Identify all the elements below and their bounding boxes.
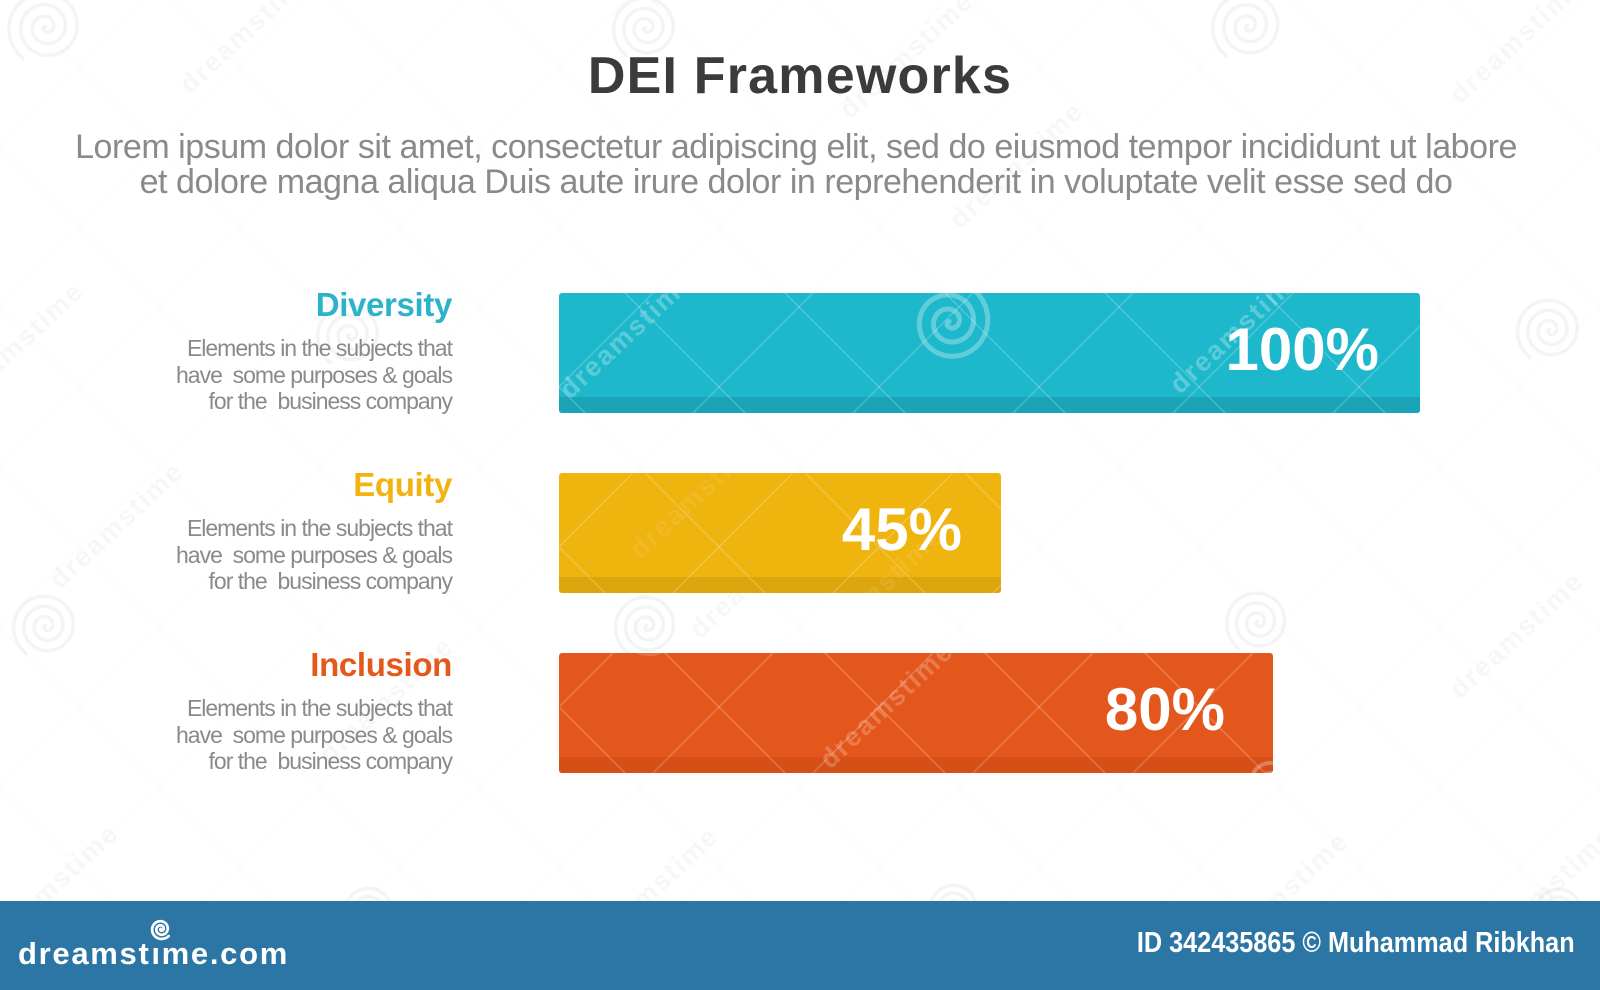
svg-text:dreamstime: dreamstime [804, 520, 950, 659]
svg-text:dreamstime: dreamstime [1214, 710, 1360, 849]
svg-text:dreamstime: dreamstime [624, 425, 770, 564]
svg-text:dreamstime: dreamstime [1164, 260, 1310, 399]
svg-text:dreamstime: dreamstime [814, 635, 960, 774]
svg-text:dreamstime: dreamstime [554, 265, 700, 404]
